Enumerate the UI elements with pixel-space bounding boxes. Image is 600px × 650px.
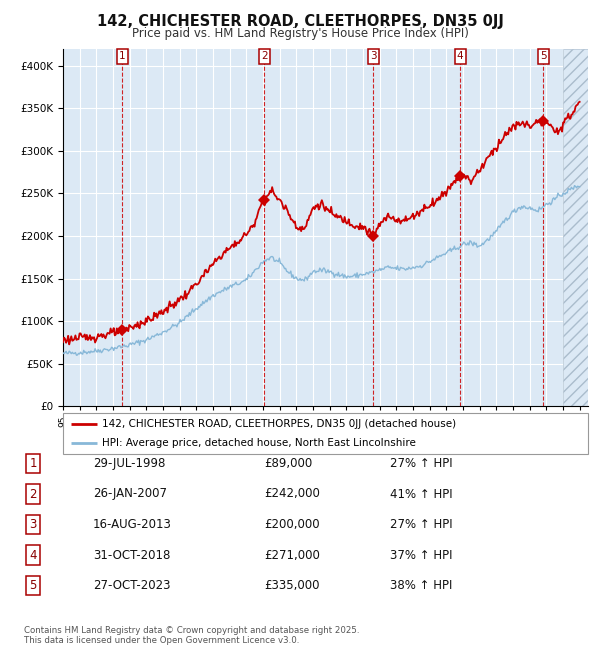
Text: 38% ↑ HPI: 38% ↑ HPI xyxy=(390,579,452,592)
Text: 2: 2 xyxy=(261,51,268,61)
Text: £271,000: £271,000 xyxy=(264,549,320,562)
Text: 27% ↑ HPI: 27% ↑ HPI xyxy=(390,518,452,531)
Text: 29-JUL-1998: 29-JUL-1998 xyxy=(93,457,166,470)
Text: HPI: Average price, detached house, North East Lincolnshire: HPI: Average price, detached house, Nort… xyxy=(103,439,416,448)
Text: Price paid vs. HM Land Registry's House Price Index (HPI): Price paid vs. HM Land Registry's House … xyxy=(131,27,469,40)
Text: 37% ↑ HPI: 37% ↑ HPI xyxy=(390,549,452,562)
Text: 1: 1 xyxy=(29,457,37,470)
Text: 31-OCT-2018: 31-OCT-2018 xyxy=(93,549,170,562)
Text: 142, CHICHESTER ROAD, CLEETHORPES, DN35 0JJ: 142, CHICHESTER ROAD, CLEETHORPES, DN35 … xyxy=(97,14,503,29)
Text: 27-OCT-2023: 27-OCT-2023 xyxy=(93,579,170,592)
Text: £242,000: £242,000 xyxy=(264,488,320,500)
Text: 4: 4 xyxy=(29,549,37,562)
Text: 26-JAN-2007: 26-JAN-2007 xyxy=(93,488,167,500)
Text: 3: 3 xyxy=(370,51,377,61)
Text: £200,000: £200,000 xyxy=(264,518,320,531)
Text: 5: 5 xyxy=(29,579,37,592)
Text: 16-AUG-2013: 16-AUG-2013 xyxy=(93,518,172,531)
Text: 5: 5 xyxy=(540,51,547,61)
Text: 27% ↑ HPI: 27% ↑ HPI xyxy=(390,457,452,470)
Text: £89,000: £89,000 xyxy=(264,457,312,470)
Bar xyxy=(563,49,588,406)
Text: £335,000: £335,000 xyxy=(264,579,320,592)
FancyBboxPatch shape xyxy=(63,413,588,454)
Text: 4: 4 xyxy=(457,51,463,61)
Text: Contains HM Land Registry data © Crown copyright and database right 2025.
This d: Contains HM Land Registry data © Crown c… xyxy=(24,626,359,645)
Text: 2: 2 xyxy=(29,488,37,500)
Text: 3: 3 xyxy=(29,518,37,531)
Text: 1: 1 xyxy=(119,51,126,61)
Text: 41% ↑ HPI: 41% ↑ HPI xyxy=(390,488,452,500)
Text: 142, CHICHESTER ROAD, CLEETHORPES, DN35 0JJ (detached house): 142, CHICHESTER ROAD, CLEETHORPES, DN35 … xyxy=(103,419,457,429)
